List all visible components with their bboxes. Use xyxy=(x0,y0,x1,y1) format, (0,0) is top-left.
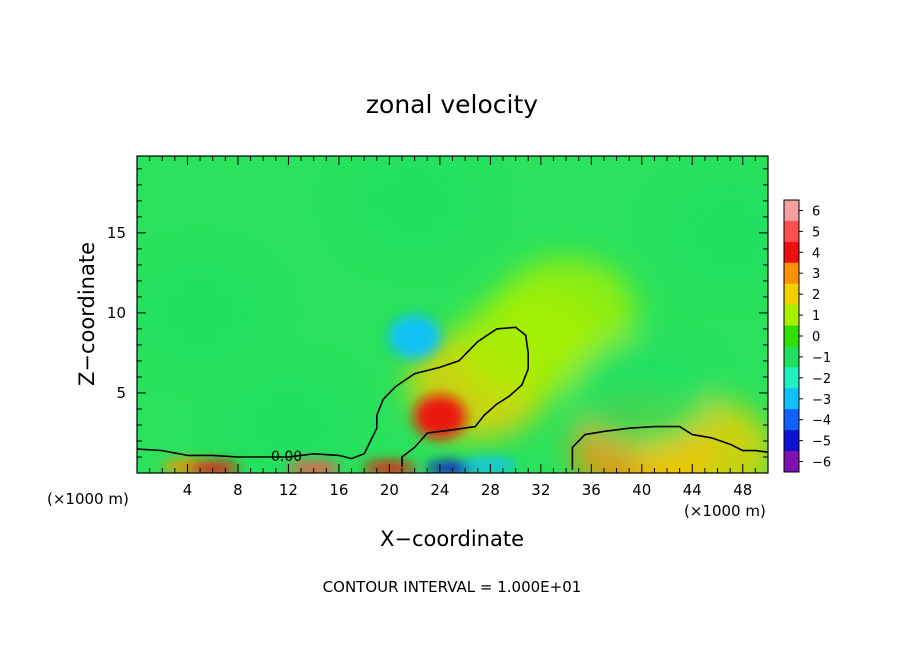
contour-zero-line xyxy=(137,326,529,467)
axis-ticks xyxy=(137,156,768,473)
colorbar-label: −5 xyxy=(812,435,831,450)
x-tick-label: 20 xyxy=(380,481,399,499)
x-tick-label: 16 xyxy=(329,481,348,499)
colorbar-label: −6 xyxy=(812,456,831,471)
y-tick-label: 10 xyxy=(107,304,126,322)
field-feature-12 xyxy=(496,257,637,368)
colorbar-swatch xyxy=(784,409,799,431)
colorbar-swatch xyxy=(784,367,799,389)
plot-area: 0.00 xyxy=(136,155,769,474)
colorbar-swatch xyxy=(784,304,799,326)
field-feature-14 xyxy=(344,156,485,256)
colorbar-label: 2 xyxy=(812,288,820,303)
colorbar-label: −1 xyxy=(812,351,831,366)
x-tick-label: 24 xyxy=(430,481,449,499)
y-tick-labels: 5 10 15 xyxy=(107,224,126,402)
field-feature-9 xyxy=(388,314,441,359)
field-feature-17 xyxy=(660,177,768,288)
contour-right-line xyxy=(571,425,768,470)
x-axis-label: X−coordinate xyxy=(380,527,524,551)
x-tick-label: 44 xyxy=(683,481,702,499)
x-tick-label: 8 xyxy=(233,481,243,499)
colorbar-label: −3 xyxy=(812,393,831,408)
contour-label: 0.00 xyxy=(271,449,302,465)
colorbar-swatch xyxy=(784,220,799,243)
colorbar-swatch xyxy=(784,388,799,410)
colorbar: 6 5 4 3 2 1 0 −1 −2 −3 −4 −5 −6 xyxy=(783,199,831,473)
field-feature-13 xyxy=(137,257,271,368)
colorbar-label: 1 xyxy=(812,309,820,324)
x-tick-labels: 4 8 12 16 20 24 28 32 36 40 44 48 xyxy=(183,481,753,499)
colorbar-swatch xyxy=(784,200,799,222)
chart-title: zonal velocity xyxy=(366,90,538,119)
colorbar-swatch xyxy=(784,430,799,452)
y-unit-label: (×1000 m) xyxy=(47,490,129,508)
colorbar-swatch xyxy=(784,262,799,284)
field-feature-0 xyxy=(413,394,466,439)
colorbar-swatch xyxy=(784,241,799,264)
contour-interval-note: CONTOUR INTERVAL = 1.000E+01 xyxy=(323,578,582,596)
colorbar-label: 6 xyxy=(812,204,820,219)
x-tick-label: 28 xyxy=(481,481,500,499)
colorbar-label: 3 xyxy=(812,267,820,282)
colorbar-label: 5 xyxy=(812,225,820,240)
colorbar-swatch xyxy=(784,283,799,305)
x-tick-label: 48 xyxy=(733,481,752,499)
colorbar-label: 0 xyxy=(812,330,820,345)
x-tick-label: 36 xyxy=(582,481,601,499)
colorbar-label: 4 xyxy=(812,246,820,261)
x-tick-label: 4 xyxy=(183,481,193,499)
x-tick-label: 12 xyxy=(279,481,298,499)
x-tick-label: 40 xyxy=(632,481,651,499)
colorbar-label: −2 xyxy=(812,372,831,387)
colorbar-swatch xyxy=(784,325,799,347)
x-tick-label: 32 xyxy=(531,481,550,499)
y-tick-label: 15 xyxy=(107,224,126,242)
y-axis-label: Z−coordinate xyxy=(75,242,99,386)
colorbar-swatch xyxy=(784,451,799,473)
field-feature-16 xyxy=(571,337,712,448)
zero-contours xyxy=(137,326,768,470)
field-feature-15 xyxy=(218,369,359,473)
colorbar-label: −4 xyxy=(812,414,831,429)
y-tick-label: 5 xyxy=(116,384,126,402)
colorbar-swatch xyxy=(784,346,799,368)
x-unit-label: (×1000 m) xyxy=(684,502,766,520)
